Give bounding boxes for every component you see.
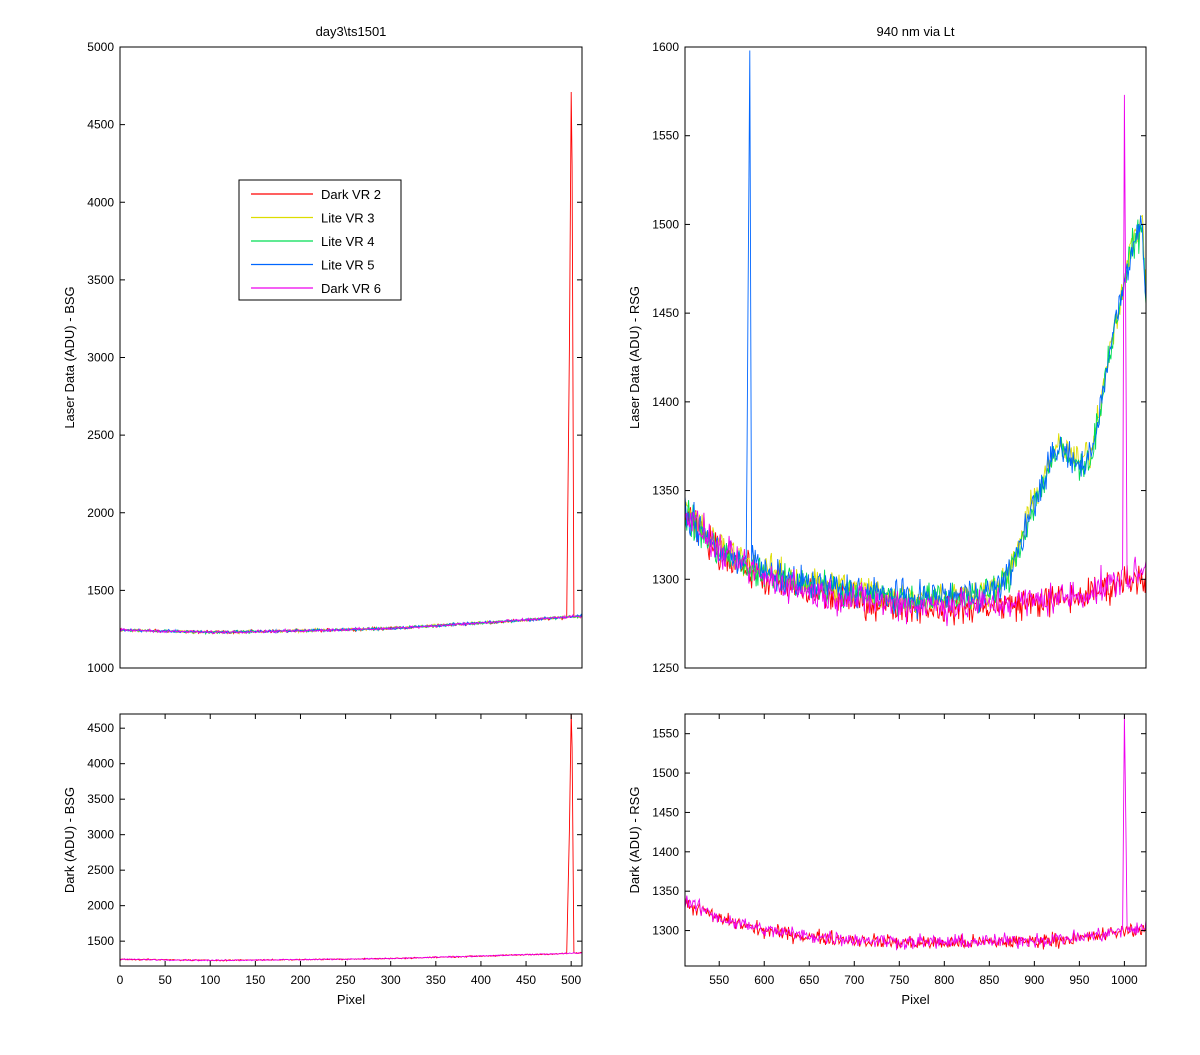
panel-top-left: 1000 1500 2000 2500 3000 3500 4000 4500 5000 day3… [62, 24, 583, 675]
y-tick-label: 1400 [652, 395, 679, 409]
y-tick-label: 1450 [652, 306, 679, 320]
x-tick-label: 0 [117, 973, 124, 987]
panel-title: 940 nm via Lt [876, 24, 954, 39]
x-tick-label: 700 [844, 973, 864, 987]
series-line-dark-vr-6 [685, 715, 1146, 951]
x-tick-label: 100 [200, 973, 220, 987]
legend: Dark VR 2 Lite VR 3 Lite VR 4 Lite VR 5 Dark… [238, 179, 402, 301]
y-tick-label: 4000 [87, 195, 114, 209]
y-tick-label: 4000 [87, 757, 114, 771]
y-axis-label: Dark (ADU) - RSG [627, 787, 642, 894]
legend-item-label: Lite VR 5 [321, 258, 374, 273]
y-tick-label: 1550 [652, 727, 679, 741]
y-axis-label: Laser Data (ADU) - BSG [62, 286, 77, 428]
x-tick-label: 400 [471, 973, 491, 987]
panel-bottom-right: 1300 1350 1400 1450 1500 1550 550 600 650 700 750 8… [627, 713, 1147, 1007]
x-tick-label: 200 [290, 973, 310, 987]
series-group [685, 715, 1146, 951]
legend-item-label: Lite VR 3 [321, 211, 374, 226]
series-line-dark-vr-6 [685, 94, 1146, 627]
y-tick-label: 3000 [87, 828, 114, 842]
x-tick-label: 1000 [1111, 973, 1138, 987]
series-line-dark-vr-6 [120, 613, 582, 635]
x-tick-label: 500 [561, 973, 581, 987]
series-group [685, 50, 1146, 627]
series-line-dark-vr-2 [120, 91, 582, 635]
series-line-dark-vr-6 [120, 951, 582, 962]
x-tick-label: 900 [1024, 973, 1044, 987]
y-tick-label: 2500 [87, 863, 114, 877]
y-tick-label: 3500 [87, 792, 114, 806]
y-tick-label: 1600 [652, 40, 679, 54]
x-tick-label: 750 [889, 973, 909, 987]
x-tick-label: 300 [381, 973, 401, 987]
series-group [120, 714, 582, 962]
y-tick-label: 1250 [652, 661, 679, 675]
legend-item-label: Lite VR 4 [321, 234, 374, 249]
y-tick-label: 5000 [87, 40, 114, 54]
y-tick-label: 1350 [652, 884, 679, 898]
y-tick-label: 2500 [87, 428, 114, 442]
y-tick-label: 4500 [87, 721, 114, 735]
panel-bottom-left: 1500 2000 2500 3000 3500 4000 4500 0 50 100 150 200… [62, 713, 583, 1007]
y-tick-label: 1550 [652, 129, 679, 143]
x-tick-label: 450 [516, 973, 536, 987]
y-tick-label: 2000 [87, 899, 114, 913]
y-tick-label: 1500 [87, 583, 114, 597]
series-group [120, 91, 582, 636]
legend-frame [238, 179, 402, 301]
y-tick-label: 1450 [652, 805, 679, 819]
legend-item-label: Dark VR 2 [321, 187, 381, 202]
y-tick-label: 1500 [652, 766, 679, 780]
y-tick-label: 1400 [652, 845, 679, 859]
y-tick-label: 1300 [652, 572, 679, 586]
y-tick-label: 1500 [652, 217, 679, 231]
series-line-dark-vr-2 [685, 897, 1146, 950]
x-tick-label: 350 [426, 973, 446, 987]
plot-frame [119, 46, 583, 669]
y-tick-label: 1350 [652, 484, 679, 498]
y-axis-label: Dark (ADU) - BSG [62, 787, 77, 893]
y-tick-label: 4500 [87, 118, 114, 132]
plot-frame [684, 713, 1147, 967]
plot-frame [119, 713, 583, 967]
x-tick-label: 850 [979, 973, 999, 987]
x-tick-label: 600 [754, 973, 774, 987]
x-axis-label: Pixel [337, 992, 365, 1007]
series-line-lite-vr-3 [685, 214, 1146, 614]
x-tick-label: 950 [1069, 973, 1089, 987]
y-tick-label: 1000 [87, 661, 114, 675]
y-tick-label: 1500 [87, 934, 114, 948]
x-tick-label: 800 [934, 973, 954, 987]
x-tick-label: 650 [799, 973, 819, 987]
panel-title: day3\ts1501 [316, 24, 387, 39]
series-line-dark-vr-2 [120, 714, 582, 962]
x-tick-label: 250 [336, 973, 356, 987]
plot-frame [684, 46, 1147, 669]
x-axis-label: Pixel [901, 992, 929, 1007]
y-tick-label: 1300 [652, 924, 679, 938]
y-tick-label: 3500 [87, 273, 114, 287]
panel-top-right: 1250 1300 1350 1400 1450 1500 1550 1600 940 nm v… [627, 24, 1147, 675]
y-tick-label: 2000 [87, 506, 114, 520]
x-tick-label: 50 [158, 973, 172, 987]
x-tick-label: 550 [709, 973, 729, 987]
series-line-lite-vr-5 [685, 50, 1146, 620]
legend-item-label: Dark VR 6 [321, 281, 381, 296]
y-axis-label: Laser Data (ADU) - RSG [627, 286, 642, 429]
y-tick-label: 3000 [87, 351, 114, 365]
x-tick-label: 150 [245, 973, 265, 987]
